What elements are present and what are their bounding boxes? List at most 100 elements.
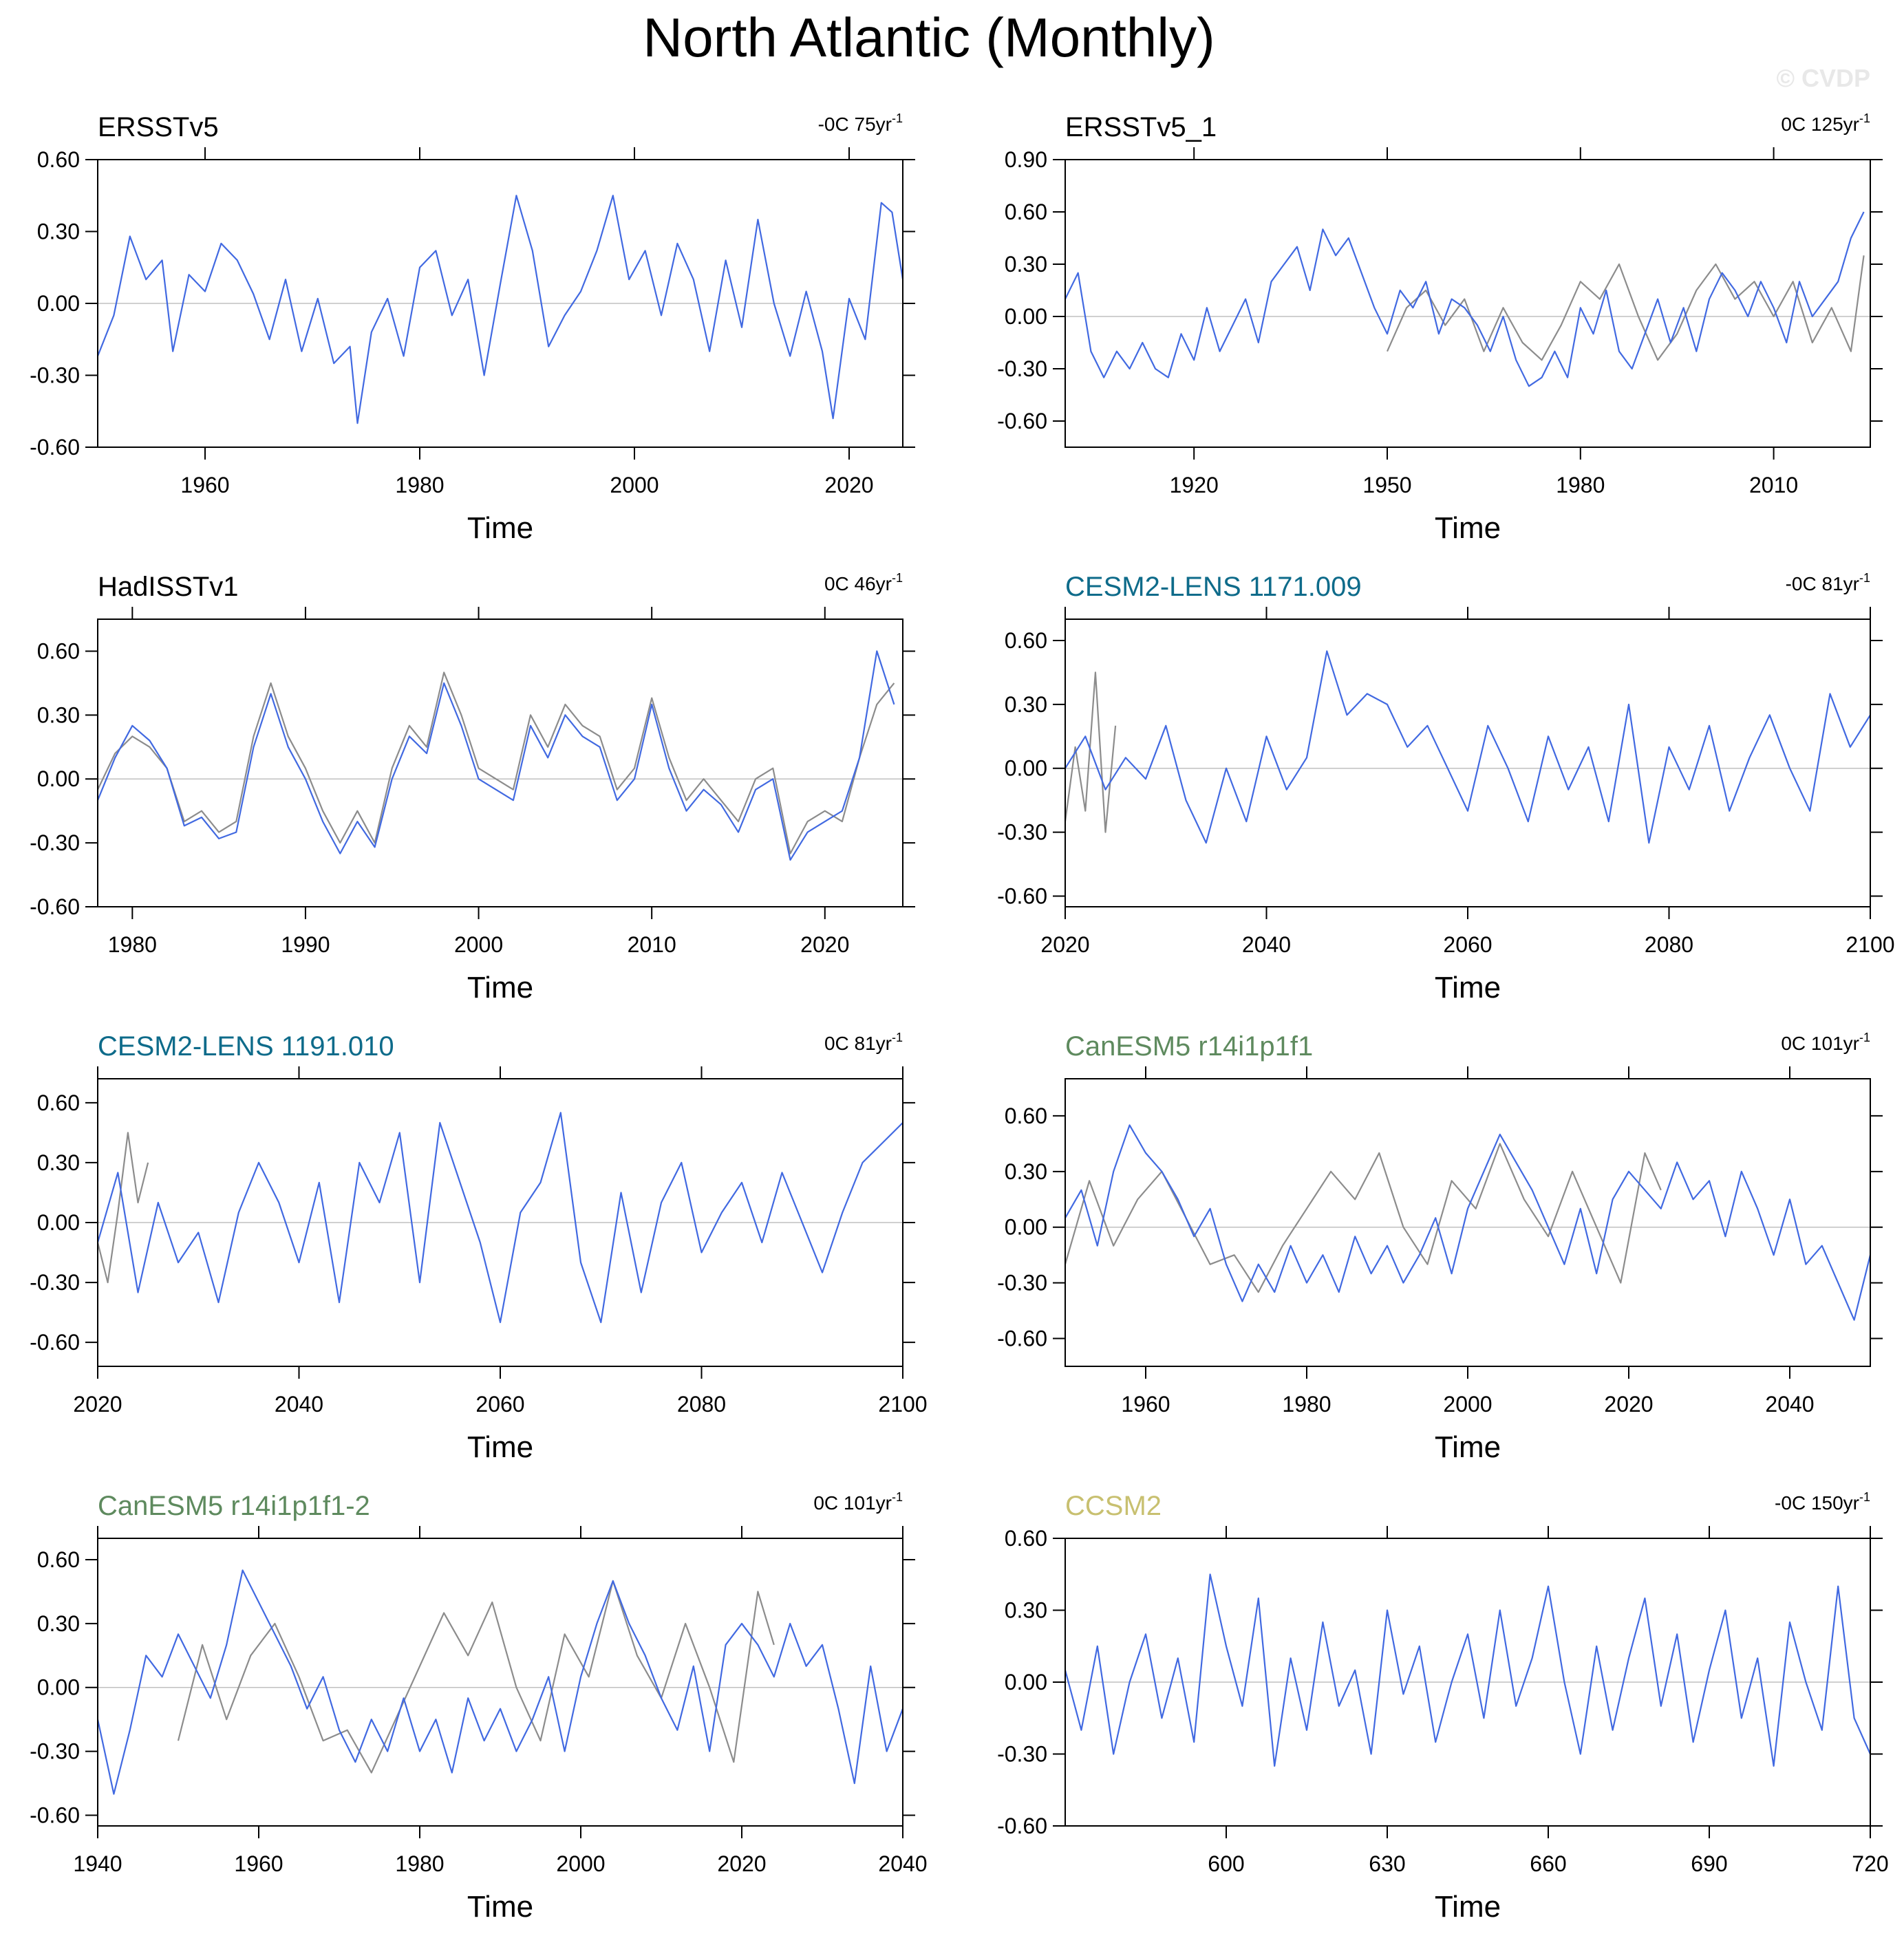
stat-text: 0C 101yr — [813, 1492, 892, 1514]
plot-frame — [1065, 1078, 1871, 1367]
x-axis-label: Time — [1435, 511, 1501, 545]
series-line-observed — [177, 1580, 775, 1774]
x-tick-label: 2020 — [800, 932, 849, 957]
x-tick-label: 630 — [1369, 1851, 1405, 1876]
y-tick-label: 0.30 — [37, 1611, 80, 1636]
panel-stat-label: -0C 81yr-1 — [1786, 571, 1870, 594]
y-tick-label: 0.00 — [37, 1210, 80, 1235]
y-tick-label: -0.60 — [30, 1803, 80, 1828]
panel-title: CCSM2 — [1065, 1491, 1162, 1521]
stat-superscript: -1 — [892, 1490, 903, 1504]
plot-frame — [97, 618, 903, 907]
y-tick-label: 0.60 — [37, 638, 80, 663]
x-tick-label: 1960 — [180, 473, 229, 497]
x-tick-label: 1980 — [1556, 473, 1605, 497]
y-tick-label: 0.30 — [1005, 692, 1047, 717]
y-tick-label: 0.60 — [37, 1090, 80, 1115]
panels-container: ERSSTv5 -0C 75yr-1-0.60-0.300.000.300.601… — [30, 111, 1895, 1924]
panel-title: HadISSTv1 — [98, 572, 239, 602]
x-tick-label: 690 — [1691, 1851, 1727, 1876]
panel-title: CESM2-LENS 1191.010 — [98, 1031, 394, 1062]
panel-7: CanESM5 r14i1p1f1-2 0C 101yr-1 -0.60 -0.30 0… — [30, 1490, 928, 1924]
panel-stat-label: 0C 101yr-1 — [813, 1490, 903, 1514]
x-axis-label: Time — [1435, 1890, 1501, 1924]
y-tick-label: 0.00 — [37, 1675, 80, 1700]
y-tick-label: -0.60 — [30, 1330, 80, 1355]
x-tick-label: 2000 — [556, 1851, 605, 1876]
y-tick-label: 0.30 — [1005, 1598, 1047, 1623]
series-line-model — [96, 1569, 904, 1795]
y-tick-label: -0.30 — [30, 1270, 80, 1295]
stat-superscript: -1 — [892, 1031, 903, 1044]
x-tick-label: 2020 — [1040, 932, 1089, 957]
stat-superscript: -1 — [1859, 1490, 1870, 1504]
y-tick-label: 0.60 — [1005, 1526, 1047, 1551]
y-tick-label: -0.60 — [30, 894, 80, 919]
series-line-model — [1065, 211, 1865, 387]
y-tick-label: 0.30 — [1005, 252, 1047, 277]
x-tick-label: 1980 — [108, 932, 157, 957]
panel-stat-label: 0C 125yr-1 — [1781, 111, 1870, 135]
x-axis-label: Time — [467, 1430, 533, 1464]
stat-text: -0C 75yr — [818, 114, 892, 135]
series-line-model — [96, 195, 904, 424]
y-tick-label: 0.90 — [1005, 147, 1047, 172]
series-line-model — [1064, 1573, 1872, 1767]
x-axis-label: Time — [467, 511, 533, 545]
stat-superscript: -1 — [892, 111, 903, 125]
panel-title: CanESM5 r14i1p1f1 — [1065, 1031, 1313, 1062]
y-tick-label: -0.60 — [30, 435, 80, 460]
y-tick-label: -0.30 — [30, 830, 80, 855]
y-tick-label: 0.30 — [37, 702, 80, 727]
stat-text: 0C 81yr — [824, 1033, 892, 1054]
series-line-observed — [97, 671, 895, 854]
stat-superscript: -1 — [892, 571, 903, 585]
plot-frame — [1065, 618, 1871, 907]
x-tick-label: 2000 — [454, 932, 503, 957]
panel-stat-label: -0C 75yr-1 — [818, 111, 903, 135]
x-tick-label: 600 — [1208, 1851, 1244, 1876]
y-tick-label: 0.60 — [1005, 200, 1047, 224]
stat-superscript: -1 — [1859, 571, 1870, 585]
y-tick-label: -0.60 — [997, 1814, 1047, 1838]
x-tick-label: 2020 — [717, 1851, 766, 1876]
panel-3: HadISSTv1 0C 46yr-1 -0.60 -0.30 0.00 0.30 0.60… — [30, 571, 915, 1004]
panel-4: CESM2-LENS 1171.009 -0C 81yr-1 -0.60 -0.30 0… — [997, 571, 1895, 1004]
y-tick-label: 0.30 — [1005, 1159, 1047, 1184]
y-tick-label: 0.30 — [37, 1150, 80, 1175]
stat-text: 0C 46yr — [824, 573, 892, 594]
x-tick-label: 2080 — [677, 1392, 726, 1417]
y-tick-label: -0.60 — [997, 409, 1047, 433]
x-tick-label: 720 — [1852, 1851, 1888, 1876]
x-tick-label: 2000 — [610, 473, 659, 497]
stat-superscript: -1 — [1859, 111, 1870, 125]
y-tick-label: 0.30 — [37, 219, 80, 244]
y-tick-label: -0.60 — [997, 1326, 1047, 1351]
series-line-observed — [1064, 1143, 1662, 1293]
x-tick-label: 1980 — [395, 1851, 444, 1876]
panel-6: CanESM5 r14i1p1f1 0C 101yr-1 -0.60 -0.30 0.0… — [997, 1031, 1883, 1464]
panel-stat-label: 0C 46yr-1 — [824, 571, 903, 594]
series-line-model — [96, 650, 895, 861]
panel-title: CESM2-LENS 1171.009 — [1065, 572, 1362, 602]
plot-frame — [97, 1538, 903, 1827]
series-line-model — [1065, 650, 1871, 844]
watermark: © CVDP — [1776, 64, 1870, 92]
y-tick-label: 0.60 — [1005, 1104, 1047, 1128]
series-line-observed — [1064, 671, 1117, 833]
series-line-model — [1065, 1124, 1872, 1321]
x-tick-label: 2060 — [475, 1392, 524, 1417]
series-line-observed — [1386, 255, 1865, 361]
x-tick-label: 1920 — [1170, 473, 1219, 497]
x-tick-label: 2100 — [878, 1392, 927, 1417]
x-tick-label: 2020 — [1604, 1392, 1653, 1417]
panel-title: CanESM5 r14i1p1f1-2 — [98, 1491, 370, 1521]
panel-2: ERSSTv5_1 0C 125yr-1 -0.60 -0.30 0.00 0.30 0.6… — [997, 111, 1883, 545]
x-tick-label: 1980 — [1282, 1392, 1331, 1417]
y-tick-label: -0.60 — [997, 884, 1047, 909]
x-tick-label: 2000 — [1443, 1392, 1492, 1417]
panel-stat-label: 0C 81yr-1 — [824, 1031, 903, 1054]
stat-text: -0C 150yr — [1775, 1492, 1859, 1514]
panel-title: ERSSTv5 — [98, 112, 219, 142]
